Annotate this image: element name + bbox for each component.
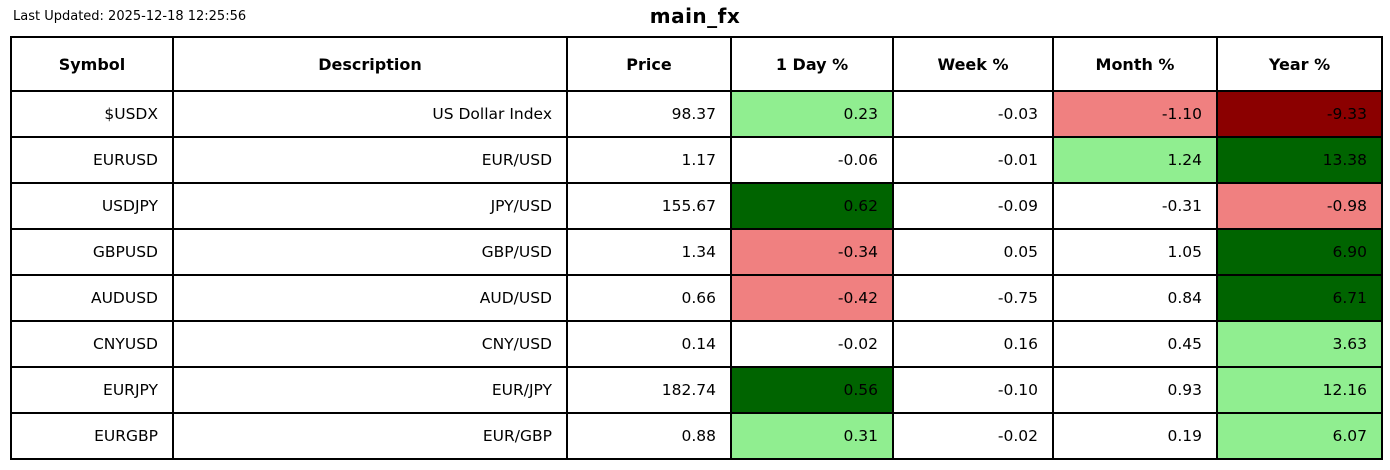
cell-price: 98.37 — [566, 90, 732, 138]
last-updated-timestamp: Last Updated: 2025-12-18 12:25:56 — [13, 9, 247, 24]
table-row: CNYUSD CNY/USD 0.14 -0.02 0.16 0.45 3.63 — [10, 320, 1383, 368]
column-header-price: Price — [566, 36, 732, 92]
table-row: EURUSD EUR/USD 1.17 -0.06 -0.01 1.24 13.… — [10, 136, 1383, 184]
cell-1day-percent: 0.56 — [730, 366, 894, 414]
cell-price: 155.67 — [566, 182, 732, 230]
cell-week-percent: 0.05 — [892, 228, 1054, 276]
column-header-1day: 1 Day % — [730, 36, 894, 92]
cell-description: US Dollar Index — [172, 90, 568, 138]
cell-month-percent: 0.93 — [1052, 366, 1218, 414]
cell-month-percent: 1.05 — [1052, 228, 1218, 276]
cell-month-percent: -0.31 — [1052, 182, 1218, 230]
fx-rates-table: Symbol Description Price 1 Day % Week % … — [10, 36, 1383, 460]
cell-1day-percent: -0.02 — [730, 320, 894, 368]
page-title: main_fx — [649, 4, 741, 28]
cell-price: 0.66 — [566, 274, 732, 322]
table-row: GBPUSD GBP/USD 1.34 -0.34 0.05 1.05 6.90 — [10, 228, 1383, 276]
cell-description: AUD/USD — [172, 274, 568, 322]
cell-year-percent: -0.98 — [1216, 182, 1383, 230]
cell-symbol: EURUSD — [10, 136, 174, 184]
cell-year-percent: 6.07 — [1216, 412, 1383, 460]
cell-week-percent: 0.16 — [892, 320, 1054, 368]
cell-month-percent: 1.24 — [1052, 136, 1218, 184]
cell-1day-percent: 0.62 — [730, 182, 894, 230]
cell-description: GBP/USD — [172, 228, 568, 276]
cell-price: 182.74 — [566, 366, 732, 414]
cell-symbol: AUDUSD — [10, 274, 174, 322]
cell-symbol: EURGBP — [10, 412, 174, 460]
cell-price: 0.88 — [566, 412, 732, 460]
table-row: AUDUSD AUD/USD 0.66 -0.42 -0.75 0.84 6.7… — [10, 274, 1383, 322]
cell-month-percent: -1.10 — [1052, 90, 1218, 138]
cell-year-percent: 6.71 — [1216, 274, 1383, 322]
cell-description: CNY/USD — [172, 320, 568, 368]
column-header-symbol: Symbol — [10, 36, 174, 92]
cell-week-percent: -0.09 — [892, 182, 1054, 230]
cell-week-percent: -0.10 — [892, 366, 1054, 414]
cell-year-percent: 3.63 — [1216, 320, 1383, 368]
cell-symbol: CNYUSD — [10, 320, 174, 368]
column-header-year: Year % — [1216, 36, 1383, 92]
cell-1day-percent: -0.06 — [730, 136, 894, 184]
cell-week-percent: -0.03 — [892, 90, 1054, 138]
table-row: EURJPY EUR/JPY 182.74 0.56 -0.10 0.93 12… — [10, 366, 1383, 414]
cell-month-percent: 0.84 — [1052, 274, 1218, 322]
cell-week-percent: -0.02 — [892, 412, 1054, 460]
header-bar: Last Updated: 2025-12-18 12:25:56 main_f… — [0, 0, 1390, 36]
cell-year-percent: -9.33 — [1216, 90, 1383, 138]
cell-description: JPY/USD — [172, 182, 568, 230]
cell-symbol: $USDX — [10, 90, 174, 138]
table-row: $USDX US Dollar Index 98.37 0.23 -0.03 -… — [10, 90, 1383, 138]
table-row: USDJPY JPY/USD 155.67 0.62 -0.09 -0.31 -… — [10, 182, 1383, 230]
cell-week-percent: -0.01 — [892, 136, 1054, 184]
column-header-month: Month % — [1052, 36, 1218, 92]
cell-month-percent: 0.19 — [1052, 412, 1218, 460]
column-header-week: Week % — [892, 36, 1054, 92]
fx-table-header: Symbol Description Price 1 Day % Week % … — [10, 36, 1383, 92]
cell-symbol: EURJPY — [10, 366, 174, 414]
cell-symbol: USDJPY — [10, 182, 174, 230]
column-header-description: Description — [172, 36, 568, 92]
cell-week-percent: -0.75 — [892, 274, 1054, 322]
cell-1day-percent: -0.42 — [730, 274, 894, 322]
cell-month-percent: 0.45 — [1052, 320, 1218, 368]
cell-year-percent: 12.16 — [1216, 366, 1383, 414]
cell-1day-percent: 0.23 — [730, 90, 894, 138]
header-row: Symbol Description Price 1 Day % Week % … — [10, 36, 1383, 92]
cell-symbol: GBPUSD — [10, 228, 174, 276]
cell-description: EUR/JPY — [172, 366, 568, 414]
cell-1day-percent: 0.31 — [730, 412, 894, 460]
cell-price: 1.17 — [566, 136, 732, 184]
cell-description: EUR/USD — [172, 136, 568, 184]
cell-price: 1.34 — [566, 228, 732, 276]
cell-price: 0.14 — [566, 320, 732, 368]
cell-year-percent: 13.38 — [1216, 136, 1383, 184]
cell-year-percent: 6.90 — [1216, 228, 1383, 276]
cell-1day-percent: -0.34 — [730, 228, 894, 276]
fx-table-body: $USDX US Dollar Index 98.37 0.23 -0.03 -… — [10, 90, 1383, 460]
table-row: EURGBP EUR/GBP 0.88 0.31 -0.02 0.19 6.07 — [10, 412, 1383, 460]
cell-description: EUR/GBP — [172, 412, 568, 460]
